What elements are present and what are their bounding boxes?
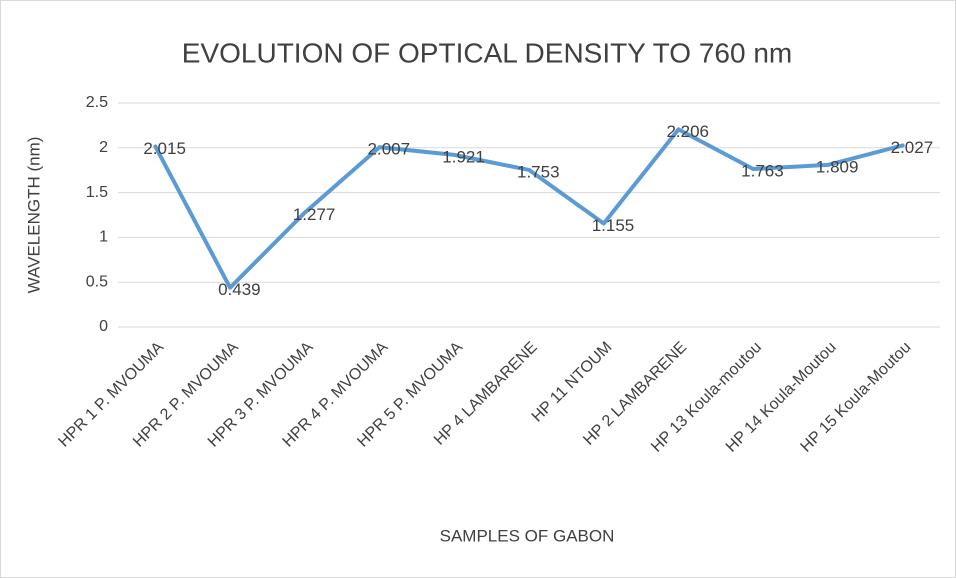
data-label: 2.015	[143, 139, 186, 158]
data-label: 1.809	[816, 157, 859, 176]
data-label: 2.206	[666, 122, 709, 141]
y-tick-label: 0.5	[86, 273, 108, 290]
y-tick-label: 0	[99, 318, 108, 335]
data-label: 2.027	[891, 138, 934, 157]
data-label: 1.921	[442, 147, 485, 166]
chart-title: EVOLUTION OF OPTICAL DENSITY TO 760 nm	[182, 37, 792, 68]
data-label: 2.007	[368, 140, 411, 159]
data-label: 1.155	[592, 216, 635, 235]
y-tick-label: 2	[99, 139, 108, 156]
y-axis-title: WAVELENGTH (nm)	[24, 137, 43, 294]
y-tick-label: 1.5	[86, 184, 108, 201]
x-axis-title: SAMPLES OF GABON	[440, 526, 615, 545]
y-tick-label: 1	[99, 229, 108, 246]
line	[153, 127, 905, 290]
data-label: 1.277	[293, 205, 336, 224]
data-label: 0.439	[218, 280, 261, 299]
data-label: 1.753	[517, 162, 560, 181]
y-tick-label: 2.5	[86, 94, 108, 111]
data-label: 1.763	[741, 162, 784, 181]
